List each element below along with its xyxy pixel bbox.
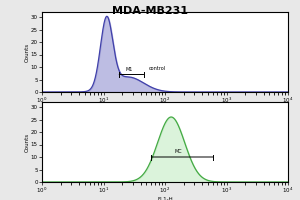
Text: M1: M1 [126,67,133,72]
Text: MDA-MB231: MDA-MB231 [112,6,188,16]
Y-axis label: Counts: Counts [24,42,29,62]
Text: MC: MC [174,149,182,154]
X-axis label: FL1-H: FL1-H [157,197,173,200]
X-axis label: FL1-H: FL1-H [157,107,173,112]
Text: control: control [149,66,166,71]
Y-axis label: Counts: Counts [24,132,29,152]
